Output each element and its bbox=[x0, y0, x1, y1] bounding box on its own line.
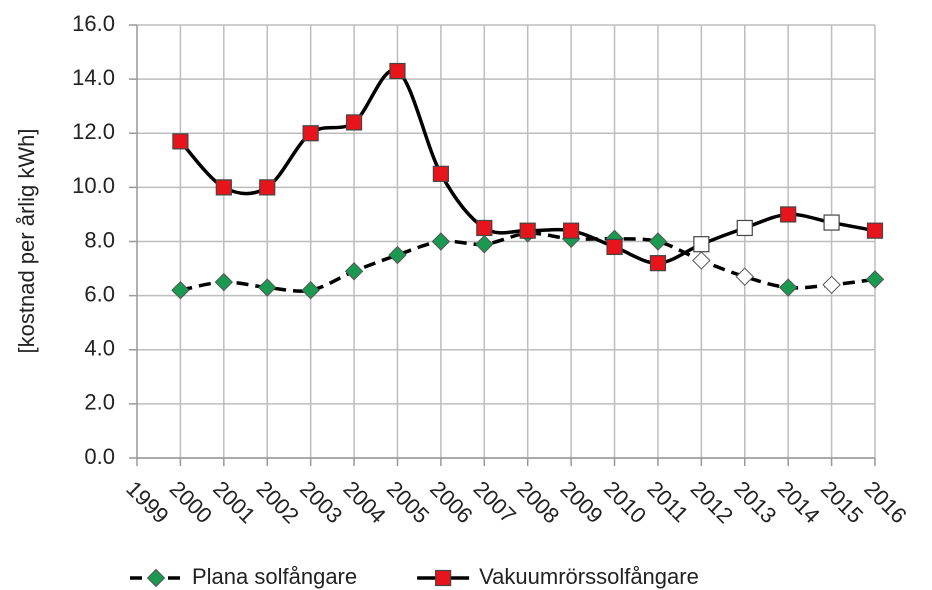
marker bbox=[823, 214, 840, 231]
y-tick-label: 12.0 bbox=[72, 119, 115, 144]
marker bbox=[302, 125, 319, 142]
y-axis-label: [kostnad per årlig kWh] bbox=[14, 129, 39, 354]
marker bbox=[475, 235, 494, 254]
x-tick-label: 2001 bbox=[208, 476, 260, 528]
x-tick-label: 2009 bbox=[555, 476, 607, 528]
marker bbox=[215, 179, 232, 196]
marker bbox=[171, 281, 190, 300]
marker bbox=[388, 245, 407, 265]
y-tick-label: 4.0 bbox=[84, 336, 115, 361]
marker bbox=[389, 62, 406, 80]
marker bbox=[519, 222, 536, 239]
marker bbox=[345, 114, 363, 131]
x-tick-label: 2004 bbox=[338, 476, 390, 528]
x-tick-label: 2011 bbox=[642, 476, 693, 527]
marker bbox=[435, 569, 452, 587]
marker bbox=[866, 222, 884, 239]
x-tick-label: 2013 bbox=[729, 476, 781, 528]
series-line bbox=[180, 231, 876, 293]
marker bbox=[563, 222, 580, 239]
x-tick-label: 2000 bbox=[165, 476, 217, 528]
y-tick-label: 8.0 bbox=[84, 227, 115, 252]
marker bbox=[778, 278, 798, 297]
legend-label: Vakuumrörssolfångare bbox=[479, 564, 699, 589]
marker bbox=[432, 165, 449, 182]
x-tick-label: 2008 bbox=[512, 476, 564, 528]
x-tick-label: 1999 bbox=[121, 476, 173, 528]
marker bbox=[431, 232, 451, 251]
x-tick-label: 2005 bbox=[382, 476, 434, 528]
marker bbox=[693, 236, 710, 253]
marker bbox=[344, 262, 364, 281]
x-tick-label: 2007 bbox=[469, 476, 521, 528]
x-tick-label: 2015 bbox=[816, 476, 868, 528]
marker bbox=[865, 270, 885, 289]
marker bbox=[476, 219, 493, 237]
y-tick-label: 2.0 bbox=[84, 390, 115, 415]
marker bbox=[146, 568, 166, 588]
marker bbox=[301, 281, 320, 300]
x-tick-label: 2006 bbox=[425, 476, 477, 528]
marker bbox=[735, 267, 754, 286]
x-tick-label: 2003 bbox=[295, 476, 347, 528]
x-tick-label: 2014 bbox=[773, 476, 825, 528]
marker bbox=[259, 179, 276, 196]
marker bbox=[606, 238, 623, 256]
y-tick-label: 0.0 bbox=[84, 444, 115, 469]
marker bbox=[649, 255, 667, 272]
y-tick-label: 16.0 bbox=[72, 11, 115, 36]
marker bbox=[214, 272, 234, 292]
x-tick-label: 2016 bbox=[859, 476, 911, 528]
marker bbox=[822, 275, 841, 294]
legend-label: Plana solfångare bbox=[192, 564, 357, 589]
y-tick-label: 6.0 bbox=[84, 281, 115, 306]
marker bbox=[736, 219, 753, 237]
x-tick-label: 2012 bbox=[686, 476, 738, 528]
x-tick-label: 2010 bbox=[599, 476, 651, 528]
marker bbox=[648, 232, 668, 251]
y-tick-label: 10.0 bbox=[72, 173, 115, 198]
marker bbox=[258, 278, 277, 297]
marker bbox=[692, 251, 711, 270]
x-tick-label: 2002 bbox=[252, 476, 304, 528]
marker bbox=[172, 133, 189, 150]
marker bbox=[780, 206, 797, 223]
y-tick-label: 14.0 bbox=[72, 65, 115, 90]
